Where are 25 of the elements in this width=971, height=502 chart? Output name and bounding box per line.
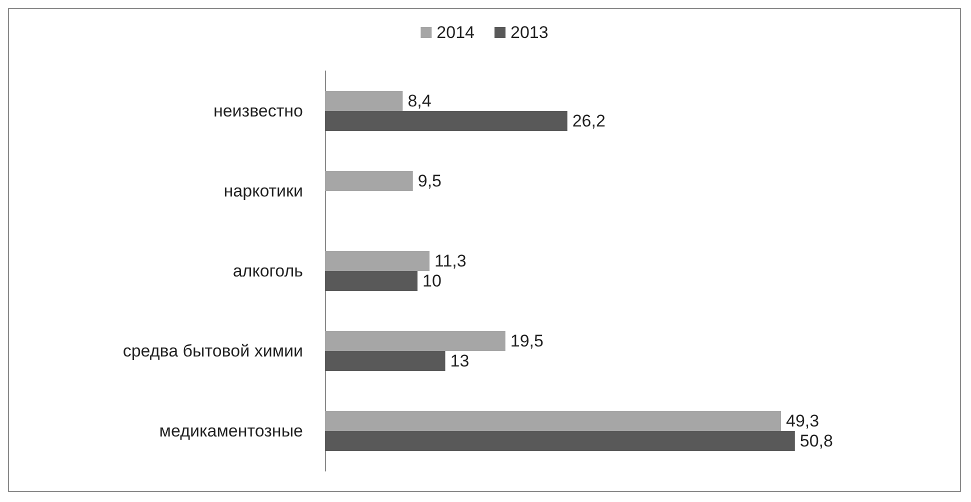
data-label: 9,5 [418,172,442,190]
bar [325,171,413,191]
y-tick-label: наркотики [224,182,303,200]
data-label: 26,2 [572,112,606,130]
y-tick-label: средва бытовой химии [122,342,303,360]
bar [325,111,568,131]
data-label: 10 [422,272,442,290]
y-tick-label: медикаментозные [159,422,303,440]
bar [325,431,795,451]
bar [325,331,506,351]
data-label: 13 [450,352,470,370]
legend-label: 2014 [436,23,475,42]
data-label: 49,3 [786,412,820,430]
bar [325,91,403,111]
data-label: 19,5 [510,332,544,350]
data-label: 8,4 [408,92,432,110]
bar [325,411,782,431]
bar [325,251,430,271]
bar [325,271,418,291]
y-tick-label: неизвестно [213,102,303,120]
data-label: 11,3 [434,252,466,270]
y-tick-label: алкоголь [232,262,304,280]
legend-label: 2013 [510,23,548,42]
bar [325,351,446,371]
data-label: 50,8 [800,432,833,450]
